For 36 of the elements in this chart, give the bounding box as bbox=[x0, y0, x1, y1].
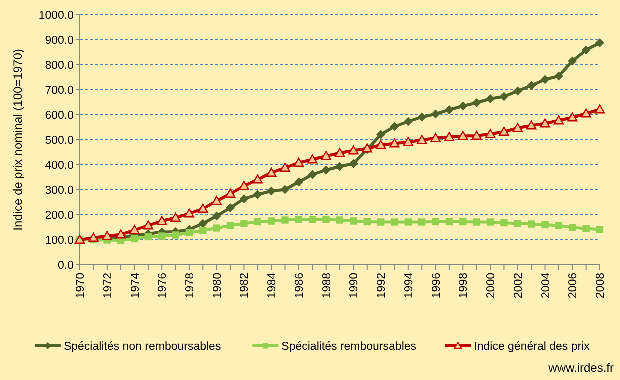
y-tick-label: 800.0 bbox=[45, 60, 74, 72]
x-tick-label: 1998 bbox=[458, 273, 470, 299]
y-tick-label: 300.0 bbox=[45, 185, 74, 198]
x-tick-label: 1992 bbox=[376, 273, 388, 299]
x-tick-label: 1980 bbox=[212, 273, 224, 299]
y-axis-title: Indice de prix nominal (100=1970) bbox=[11, 49, 25, 231]
y-tick-label: 700.0 bbox=[45, 85, 74, 98]
y-tick-label: 200.0 bbox=[45, 210, 74, 222]
legend-label: Indice général des prix bbox=[474, 341, 590, 354]
y-tick-label: 900.0 bbox=[45, 35, 74, 48]
legend-label: Spécialités non remboursables bbox=[64, 341, 222, 354]
x-tick-label: 1972 bbox=[102, 273, 114, 299]
x-tick-label: 1976 bbox=[157, 273, 170, 299]
x-tick-label: 1986 bbox=[294, 273, 306, 299]
x-tick-label: 1970 bbox=[75, 273, 88, 299]
x-tick-label: 1984 bbox=[266, 272, 279, 299]
legend-label: Spécialités remboursables bbox=[282, 341, 417, 354]
x-tick-label: 1974 bbox=[130, 272, 142, 299]
x-tick-label: 2006 bbox=[568, 273, 580, 299]
x-tick-label: 1990 bbox=[348, 273, 361, 299]
x-tick-label: 1996 bbox=[430, 273, 443, 299]
y-tick-label: 500.0 bbox=[45, 135, 74, 148]
text: www.irdes.fr bbox=[548, 361, 614, 375]
x-tick-label: 1994 bbox=[403, 272, 416, 299]
y-tick-label: 400.0 bbox=[45, 160, 74, 172]
x-tick-label: 2002 bbox=[512, 273, 525, 299]
x-tick-label: 2008 bbox=[595, 273, 608, 299]
x-tick-label: 1978 bbox=[184, 273, 196, 299]
x-tick-label: 2000 bbox=[486, 273, 498, 299]
x-tick-label: 2004 bbox=[540, 272, 552, 299]
x-tick-label: 1982 bbox=[239, 273, 252, 299]
y-tick-label: 1000.0 bbox=[38, 10, 74, 22]
y-tick-label: 0.0 bbox=[58, 260, 74, 272]
x-tick-label: 1988 bbox=[321, 273, 334, 299]
y-tick-label: 100.0 bbox=[45, 235, 74, 248]
y-tick-label: 600.0 bbox=[45, 110, 74, 122]
